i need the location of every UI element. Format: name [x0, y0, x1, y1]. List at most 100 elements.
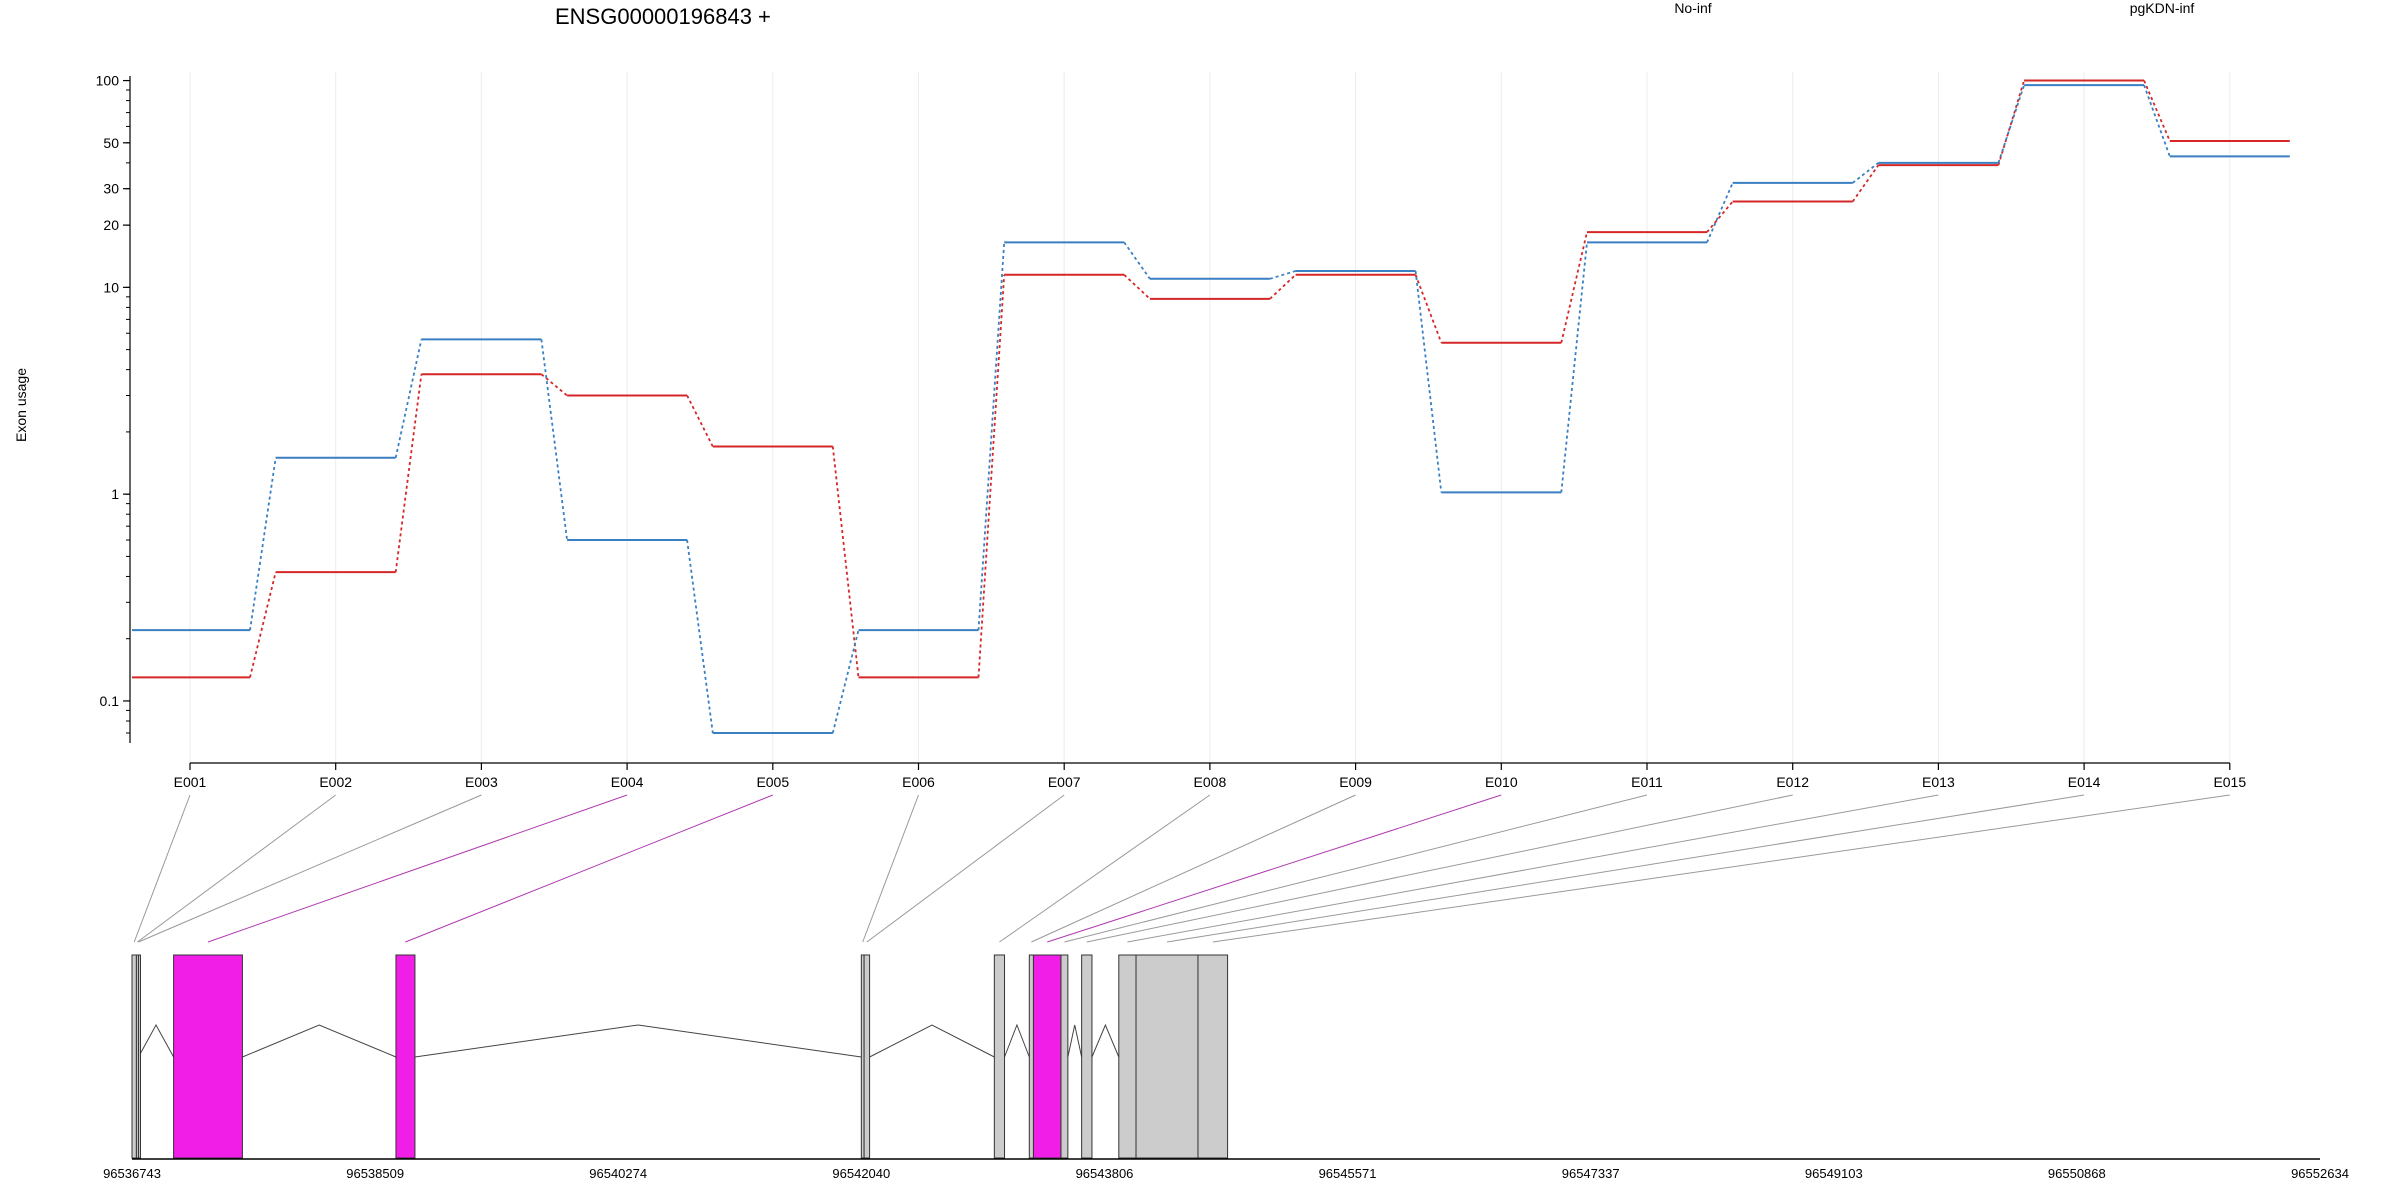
series-no-inf-transition — [1851, 164, 1880, 203]
exon-box-e004 — [173, 954, 243, 1159]
connector-e009 — [1031, 794, 1356, 943]
y-tick-label: 50 — [103, 135, 119, 151]
series-pgkdn-inf-transition — [249, 457, 277, 631]
x-tick-label-e002: E002 — [319, 774, 352, 790]
coordinate-label: 96545571 — [1319, 1166, 1377, 1181]
genomic-coordinate-axis: 96536743 96538509 96540274 96542040 96543806… — [103, 1158, 2349, 1181]
exon-box-e009 — [1028, 954, 1034, 1159]
series-no-inf-transition — [686, 395, 714, 447]
x-tick-label-e008: E008 — [1194, 774, 1227, 790]
coordinate-label: 96552634 — [2291, 1166, 2349, 1181]
x-tick-label-e003: E003 — [465, 774, 498, 790]
series-no-inf-transition — [394, 374, 423, 573]
legend-entry-pgkdn-inf: pgKDN-inf — [2130, 0, 2195, 16]
intron-line — [1091, 1023, 1120, 1058]
series-no-inf-transition — [540, 373, 568, 397]
connector-e004 — [207, 794, 628, 943]
x-tick-label-e001: E001 — [174, 774, 207, 790]
series-pgkdn-inf-transition — [2143, 84, 2171, 157]
exon-box-e011 — [1060, 954, 1069, 1159]
series-pgkdn-inf-transition — [1852, 162, 1879, 184]
series-pgkdn-inf-transition — [1560, 242, 1588, 493]
series-no-inf-transition — [1123, 274, 1151, 300]
x-tick-label-e014: E014 — [2068, 774, 2101, 790]
coordinate-label: 96547337 — [1562, 1166, 1620, 1181]
series-pgkdn-inf-transition — [1123, 241, 1151, 280]
series-no-inf-transition — [2143, 80, 2171, 142]
connector-e002 — [137, 794, 336, 943]
exon-box-e014 — [1135, 954, 1199, 1159]
x-tick-label-e013: E013 — [1922, 774, 1955, 790]
y-axis-label: Exon usage — [13, 368, 29, 442]
exon-box-e005 — [395, 954, 416, 1159]
series-pgkdn-inf-transition — [1269, 270, 1296, 280]
x-tick-label-e004: E004 — [611, 774, 644, 790]
coordinate-label: 96550868 — [2048, 1166, 2106, 1181]
series-pgkdn-inf-transition — [1706, 182, 1734, 243]
series-pgkdn-inf-transition — [686, 539, 714, 734]
intron-line — [242, 1024, 397, 1058]
connector-e013 — [1127, 794, 1939, 943]
connector-e008 — [999, 794, 1211, 943]
series-no-inf-transition — [1414, 274, 1443, 344]
y-axis: 0.1 1 10 20 30 50 100 — [96, 73, 131, 743]
series-pgkdn-inf-transition — [1997, 84, 2025, 164]
chart-title: ENSG00000196843 + — [555, 4, 771, 29]
series-pgkdn-inf-transition — [394, 339, 423, 458]
coordinate-label: 96538509 — [346, 1166, 404, 1181]
x-tick-label-e005: E005 — [756, 774, 789, 790]
x-tick-label-e009: E009 — [1339, 774, 1372, 790]
y-tick-label: 20 — [103, 217, 119, 233]
exon-box-e010 — [1032, 954, 1062, 1159]
exon-box-e008 — [993, 954, 1006, 1159]
exon-box-e003 — [137, 954, 141, 1159]
connector-e001 — [133, 794, 191, 943]
exon-box-e015 — [1197, 954, 1229, 1159]
exon-box-e007 — [863, 954, 871, 1159]
coordinate-label: 96536743 — [103, 1166, 161, 1181]
series-pgkdn-inf — [132, 84, 2290, 734]
connector-e012 — [1086, 794, 1793, 943]
x-axis: E001 E002 E003 E004 E005 E006 E007 E008 E009 E010… — [174, 762, 2246, 790]
x-tick-label-e011: E011 — [1631, 774, 1663, 790]
connector-e007 — [866, 794, 1065, 943]
series-no-inf-transition — [1706, 200, 1734, 233]
y-tick-label: 10 — [103, 279, 119, 295]
grid-lines — [189, 72, 2231, 763]
intron-line — [1067, 1024, 1083, 1058]
intron-line — [138, 1023, 175, 1058]
series-no-inf-transition — [1269, 274, 1297, 300]
x-tick-label-e015: E015 — [2213, 774, 2246, 790]
series-pgkdn-inf-transition — [977, 242, 1006, 631]
connector-e011 — [1064, 794, 1648, 943]
y-tick-label: 30 — [103, 181, 119, 197]
series-layer — [132, 79, 2290, 734]
x-tick-label-e010: E010 — [1485, 774, 1518, 790]
coordinate-label: 96543806 — [1076, 1166, 1134, 1181]
series-no-inf-transition — [249, 571, 277, 678]
series-no-inf-transition — [831, 446, 860, 678]
connector-e014 — [1166, 794, 2085, 943]
exon-box-e012 — [1081, 954, 1093, 1159]
connector-e006 — [862, 794, 919, 943]
coordinate-label: 96542040 — [832, 1166, 890, 1181]
connector-e015 — [1212, 794, 2230, 943]
connector-e005 — [405, 794, 773, 943]
y-tick-label: 0.1 — [100, 693, 120, 709]
series-no-inf — [132, 79, 2290, 679]
gene-model — [131, 954, 1229, 1159]
coordinate-label: 96549103 — [1805, 1166, 1863, 1181]
intron-line — [414, 1024, 862, 1058]
exon-connectors — [133, 794, 2230, 943]
x-tick-label-e012: E012 — [1776, 774, 1809, 790]
y-tick-label: 1 — [111, 486, 119, 502]
series-no-inf-transition — [1560, 231, 1588, 343]
exon-box-e013 — [1118, 954, 1137, 1159]
connector-e003 — [138, 794, 482, 943]
series-pgkdn-inf-transition — [1414, 270, 1443, 493]
series-no-inf-transition — [977, 274, 1006, 678]
connector-e010 — [1047, 794, 1502, 943]
exon-box-e001 — [131, 954, 137, 1159]
x-tick-label-e006: E006 — [902, 774, 935, 790]
